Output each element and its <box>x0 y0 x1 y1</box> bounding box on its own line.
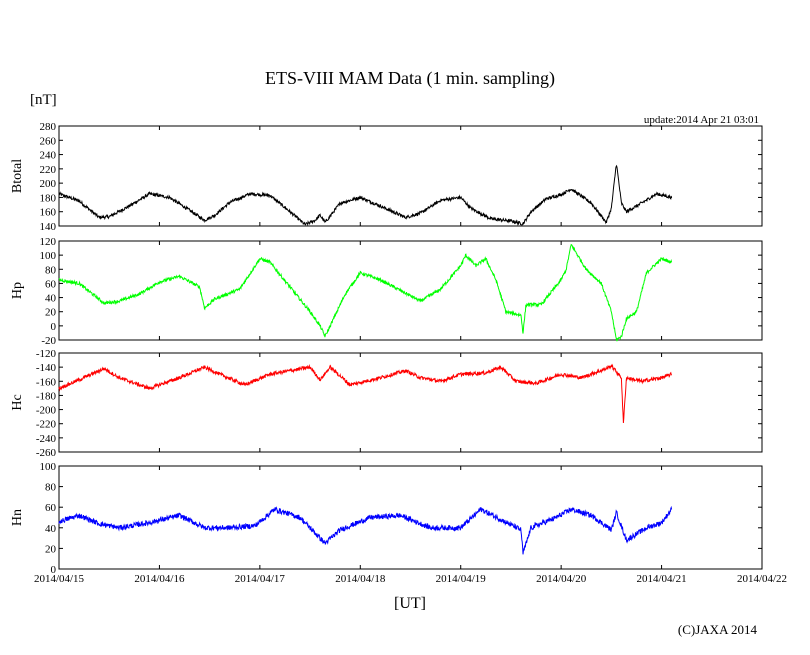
y-tick-label: 60 <box>45 278 57 290</box>
y-tick-label: 20 <box>45 543 57 555</box>
y-tick-label: 140 <box>40 221 57 233</box>
y-tick-label: 260 <box>40 135 57 147</box>
series-line-btotal <box>58 164 673 227</box>
y-tick-label: 0 <box>51 564 57 576</box>
panel-frame <box>58 125 763 227</box>
y-tick-label: 220 <box>40 164 57 176</box>
y-tick-label: -140 <box>36 362 57 374</box>
y-axis-label: Hn <box>10 509 25 526</box>
x-axis-label: [UT] <box>394 595 426 612</box>
x-tick-label: 2014/04/17 <box>235 573 286 585</box>
panels: 140160180200220240260280Btotal-200204060… <box>10 121 763 576</box>
y-tick-label: 240 <box>40 150 57 162</box>
series-line-hc <box>58 363 673 424</box>
y-tick-label: -20 <box>41 335 56 347</box>
y-tick-label: 200 <box>40 178 57 190</box>
y-axis-label: Hc <box>10 394 25 410</box>
panel-hp: -20 0 20 40 60 80 100 120 Hp <box>10 236 763 347</box>
panel-frame <box>58 240 763 341</box>
series-line-hp <box>58 243 673 342</box>
update-label: update:2014 Apr 21 03:01 <box>644 114 759 126</box>
x-tick-label: 2014/04/18 <box>335 573 386 585</box>
series-line-hn <box>58 505 673 555</box>
panel-frame <box>58 465 763 570</box>
x-axis: 2014/04/15 2014/04/16 2014/04/17 2014/04/18… <box>34 573 787 585</box>
y-tick-label: 20 <box>45 307 57 319</box>
y-tick-label: 120 <box>40 236 57 248</box>
y-tick-label: 280 <box>40 121 57 133</box>
y-axis-label: Hp <box>10 282 25 299</box>
y-tick-label: 40 <box>45 293 57 305</box>
y-tick-label: 100 <box>40 461 57 473</box>
y-tick-label: 160 <box>40 207 57 219</box>
panel-hn: 0 20 40 60 80 100 Hn <box>10 461 763 576</box>
y-tick-label: -180 <box>36 390 57 402</box>
y-tick-label: -120 <box>36 348 57 360</box>
x-tick-label: 2014/04/22 <box>737 573 787 585</box>
chart-title: ETS-VIII MAM Data (1 min. sampling) <box>265 68 555 89</box>
y-axis-label: Btotal <box>10 159 25 193</box>
x-tick-label: 2014/04/16 <box>134 573 185 585</box>
y-tick-label: -240 <box>36 433 57 445</box>
panel-frame <box>58 352 763 453</box>
panel-hc: -260 -240 -220 -200 -180 -160 -140 -120 Hc <box>10 348 763 459</box>
y-tick-label: -220 <box>36 419 57 431</box>
panel-btotal: 140 160 180 200 220 240 260 280 Btotal <box>10 121 763 233</box>
y-tick-label: 100 <box>40 250 57 262</box>
y-tick-label: 80 <box>45 482 57 494</box>
y-tick-label: -200 <box>36 405 57 417</box>
x-tick-label: 2014/04/15 <box>34 573 85 585</box>
y-tick-label: -160 <box>36 376 57 388</box>
y-tick-label: 0 <box>51 321 57 333</box>
y-tick-label: 180 <box>40 192 57 204</box>
x-tick-label: 2014/04/21 <box>637 573 687 585</box>
copyright: (C)JAXA 2014 <box>678 622 758 637</box>
y-tick-label: 80 <box>45 264 57 276</box>
unit-label: [nT] <box>30 92 57 108</box>
y-tick-label: 40 <box>45 523 57 535</box>
x-tick-label: 2014/04/20 <box>536 573 587 585</box>
x-tick-label: 2014/04/19 <box>436 573 487 585</box>
y-tick-label: 60 <box>45 502 57 514</box>
y-tick-label: -260 <box>36 447 57 459</box>
